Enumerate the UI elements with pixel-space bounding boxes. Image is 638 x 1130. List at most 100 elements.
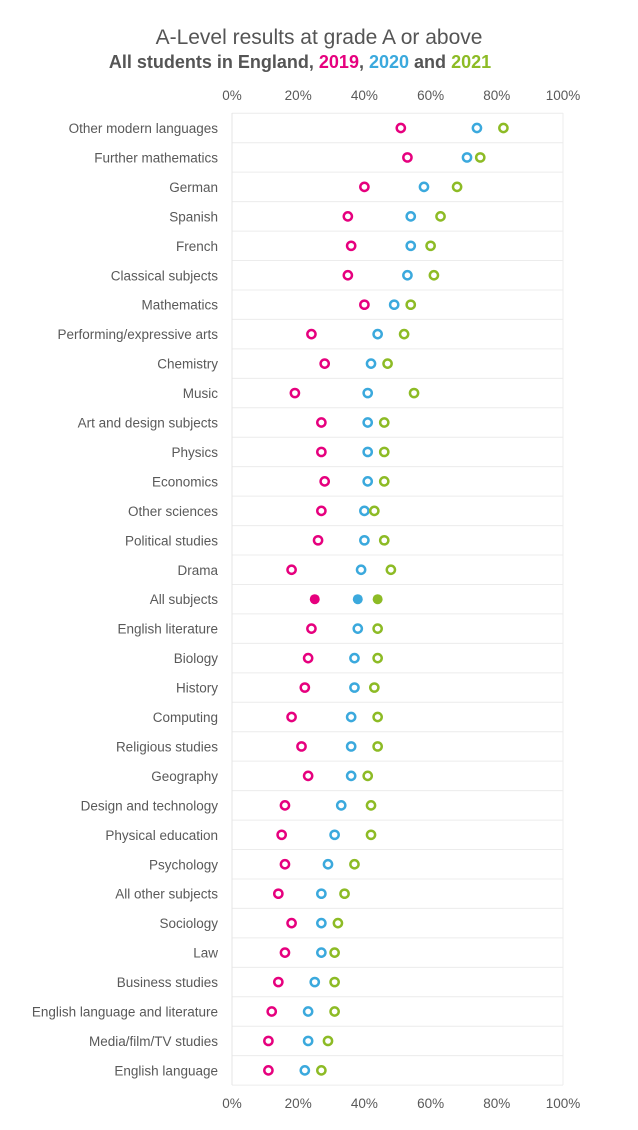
- point-2020: [302, 1035, 314, 1047]
- subtitle-year-2020: 2020: [369, 52, 409, 72]
- point-2019: [342, 269, 354, 281]
- category-labels: Other modern languages Further mathematic…: [32, 121, 219, 1078]
- x-tick-label-top: 100%: [546, 88, 581, 103]
- point-2020: [335, 800, 347, 811]
- point-2021: [316, 1065, 327, 1076]
- point-2020: [405, 240, 417, 252]
- point-2020: [309, 976, 321, 988]
- category-label: Chemistry: [157, 357, 218, 372]
- category-label: Biology: [174, 651, 219, 666]
- subtitle-separator-comma: ,: [359, 52, 364, 72]
- point-2021: [372, 623, 383, 635]
- category-label: French: [176, 239, 218, 254]
- chart-title: A-Level results at grade A or above: [156, 26, 483, 49]
- point-2019: [296, 741, 307, 752]
- point-2019: [286, 711, 297, 723]
- x-tick-label-top: 20%: [285, 88, 312, 103]
- point-2019: [359, 299, 370, 311]
- category-label: Business studies: [117, 975, 219, 990]
- point-2020: [365, 358, 377, 369]
- subtitle-year-2021: 2021: [451, 52, 491, 72]
- point-2020: [355, 564, 367, 576]
- point-2019: [279, 858, 291, 870]
- point-2020: [359, 505, 370, 517]
- category-label: Religious studies: [116, 739, 218, 754]
- point-2019: [299, 682, 311, 693]
- category-label: Law: [193, 946, 218, 961]
- x-tick-label-bottom: 80%: [483, 1096, 510, 1111]
- point-2021: [428, 269, 440, 281]
- category-label: English language: [114, 1063, 218, 1078]
- point-2021: [368, 505, 380, 517]
- category-label: Computing: [153, 710, 218, 725]
- point-2019: [302, 652, 314, 664]
- point-2021: [372, 741, 383, 752]
- point-2019: [345, 240, 357, 252]
- point-2020: [299, 1065, 311, 1076]
- point-2021: [385, 564, 397, 576]
- point-2021: [365, 800, 377, 811]
- point-2019: [316, 446, 327, 458]
- point-2021: [425, 240, 436, 252]
- point-2020: [352, 623, 364, 635]
- category-label: Physics: [171, 445, 218, 460]
- x-tick-label-top: 80%: [483, 88, 510, 103]
- point-2021: [349, 858, 360, 870]
- category-label: Sociology: [159, 916, 218, 931]
- point-2019: [279, 947, 291, 958]
- point-2019: [263, 1065, 274, 1076]
- point-2020: [362, 417, 374, 428]
- point-2020: [405, 211, 417, 222]
- point-2020: [388, 299, 400, 311]
- point-2020: [402, 269, 413, 281]
- point-2021: [368, 682, 380, 693]
- point-2019: [276, 829, 287, 841]
- x-axis-top: 0% 20% 40% 60% 80% 100%: [222, 88, 580, 103]
- point-2020: [345, 741, 357, 752]
- x-tick-label-bottom: 60%: [417, 1096, 444, 1111]
- data-points: [263, 122, 509, 1076]
- point-2019: [289, 387, 301, 399]
- point-2020: [362, 476, 374, 487]
- category-label: All other subjects: [115, 887, 218, 902]
- point-2021: [398, 328, 410, 340]
- x-axis-bottom: 0% 20% 40% 60% 80% 100%: [222, 1096, 580, 1111]
- x-tick-label-bottom: 20%: [285, 1096, 312, 1111]
- x-tick-label-top: 60%: [417, 88, 444, 103]
- category-label: Further mathematics: [94, 150, 218, 165]
- category-label: German: [169, 180, 218, 195]
- point-2021: [498, 122, 509, 134]
- point-2020: [372, 328, 383, 340]
- point-2019: [319, 476, 331, 487]
- point-2019: [316, 417, 327, 428]
- point-2020: [345, 770, 357, 782]
- category-label: Mathematics: [141, 298, 218, 313]
- chart-subtitle: All students in England, 2019, 2020 and …: [109, 52, 491, 72]
- point-2019: [312, 534, 324, 546]
- point-2020: [359, 534, 370, 546]
- point-2020: [352, 594, 363, 605]
- point-2019: [402, 152, 413, 163]
- category-label: Psychology: [149, 857, 218, 872]
- category-label: Spanish: [169, 209, 218, 224]
- category-label: Political studies: [125, 533, 218, 548]
- point-2020: [362, 446, 374, 458]
- point-2020: [349, 652, 360, 664]
- category-label: Classical subjects: [111, 268, 219, 283]
- point-2019: [286, 564, 297, 576]
- category-label: Other modern languages: [69, 121, 219, 136]
- category-label: Geography: [151, 769, 218, 784]
- point-2021: [372, 711, 383, 723]
- point-2021: [329, 976, 340, 988]
- point-2019: [395, 122, 407, 134]
- point-2021: [435, 211, 446, 222]
- point-2021: [322, 1035, 334, 1047]
- point-2019: [306, 328, 317, 340]
- subtitle-year-2019: 2019: [319, 52, 359, 72]
- point-2021: [329, 947, 340, 958]
- subtitle-separator-and: and: [414, 52, 446, 72]
- point-2021: [339, 888, 350, 900]
- point-2021: [382, 358, 393, 369]
- category-label: All subjects: [150, 592, 219, 607]
